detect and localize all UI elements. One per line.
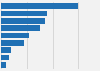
Bar bbox=[1, 33, 29, 38]
Bar bbox=[1, 40, 24, 46]
Bar bbox=[1, 18, 45, 24]
Bar bbox=[1, 3, 78, 9]
Bar bbox=[1, 55, 9, 60]
Bar bbox=[1, 47, 11, 53]
Bar bbox=[1, 62, 6, 68]
Bar bbox=[1, 11, 47, 16]
Bar bbox=[1, 25, 40, 31]
